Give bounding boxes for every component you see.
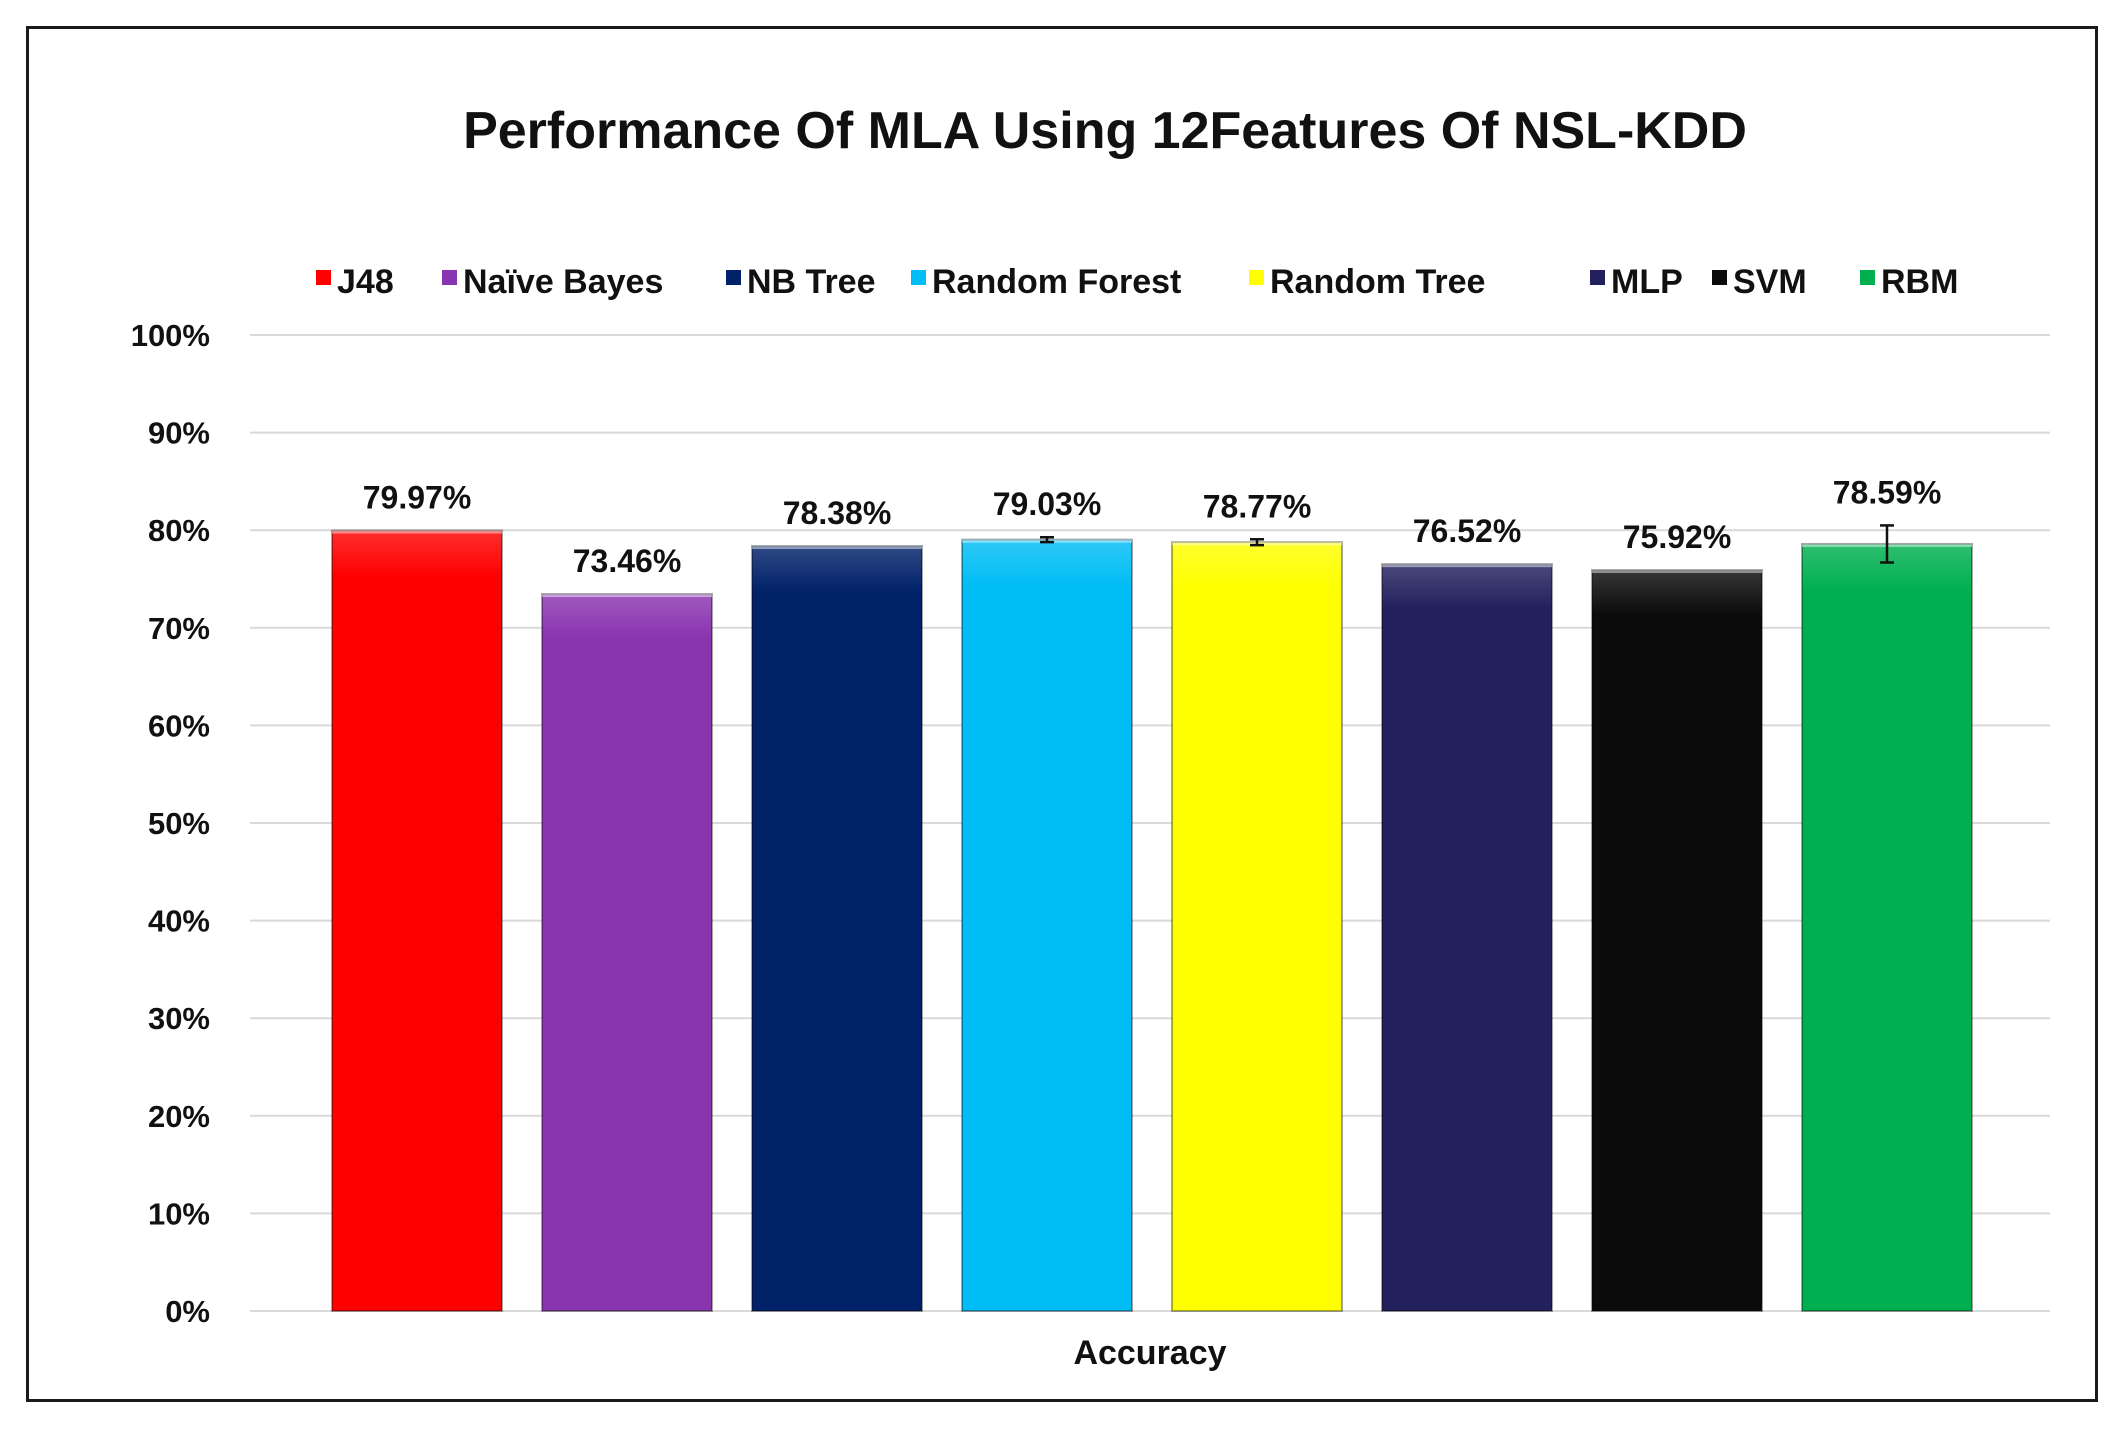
bar	[751, 545, 923, 1312]
data-label: 79.03%	[993, 486, 1102, 522]
legend-swatch	[1249, 270, 1264, 285]
data-label: 75.92%	[1623, 519, 1732, 555]
y-tick-label: 60%	[148, 708, 210, 743]
bar	[1171, 541, 1343, 1312]
legend-swatch	[911, 270, 926, 285]
y-tick-label: 20%	[148, 1099, 210, 1134]
legend-swatch	[1860, 270, 1875, 285]
y-tick-label: 0%	[165, 1294, 210, 1329]
bars	[331, 524, 1973, 1312]
bar-highlight	[752, 546, 922, 550]
legend-entry: Random Forest	[932, 263, 1181, 301]
data-label: 78.38%	[783, 495, 892, 531]
bar	[331, 529, 503, 1312]
y-tick-label: 30%	[148, 1001, 210, 1036]
bar	[1801, 542, 1973, 1312]
legend-entry: NB Tree	[747, 263, 876, 301]
data-label: 78.77%	[1203, 488, 1312, 524]
legend-swatch	[316, 270, 331, 285]
y-tick-label: 100%	[131, 318, 210, 353]
legend-entry: RBM	[1881, 263, 1958, 301]
data-labels: 79.97% 73.46% 78.38% 79.03% 78.77% 76.52% 75.9…	[363, 474, 1942, 579]
y-tick-label: 50%	[148, 806, 210, 841]
bar-highlight	[542, 594, 712, 598]
bar-highlight	[332, 530, 502, 534]
bar	[1381, 563, 1553, 1312]
legend-entry: Random Tree	[1270, 263, 1485, 301]
data-label: 76.52%	[1413, 513, 1522, 549]
legend-swatch	[1712, 270, 1727, 285]
gridlines	[250, 334, 2050, 1312]
y-tick-label: 70%	[148, 611, 210, 646]
bar	[541, 593, 713, 1312]
data-label: 73.46%	[573, 543, 682, 579]
legend-swatch	[1590, 270, 1605, 285]
legend-swatch	[442, 270, 457, 285]
bar-highlight	[1382, 564, 1552, 568]
bar	[961, 538, 1133, 1312]
data-label: 79.97%	[363, 479, 472, 515]
legend: J48 Naïve Bayes NB Tree Random Forest Random…	[316, 263, 1958, 301]
legend-entry: MLP	[1611, 263, 1683, 301]
y-tick-label: 90%	[148, 416, 210, 451]
legend-swatch	[726, 270, 741, 285]
legend-entry: J48	[337, 263, 394, 301]
legend-entry: SVM	[1733, 263, 1807, 301]
y-tick-label: 10%	[148, 1196, 210, 1231]
y-tick-label: 80%	[148, 513, 210, 548]
x-axis-label: Accuracy	[1073, 1334, 1226, 1372]
bar	[1591, 569, 1763, 1312]
y-axis: 0% 10% 20% 30% 40% 50% 60% 70% 80% 90% 100%	[131, 318, 210, 1329]
bar-highlight	[1592, 570, 1762, 574]
legend-entry: Naïve Bayes	[463, 263, 663, 301]
y-tick-label: 40%	[148, 904, 210, 939]
data-label: 78.59%	[1833, 474, 1942, 510]
chart-title: Performance Of MLA Using 12Features Of N…	[463, 102, 1747, 160]
